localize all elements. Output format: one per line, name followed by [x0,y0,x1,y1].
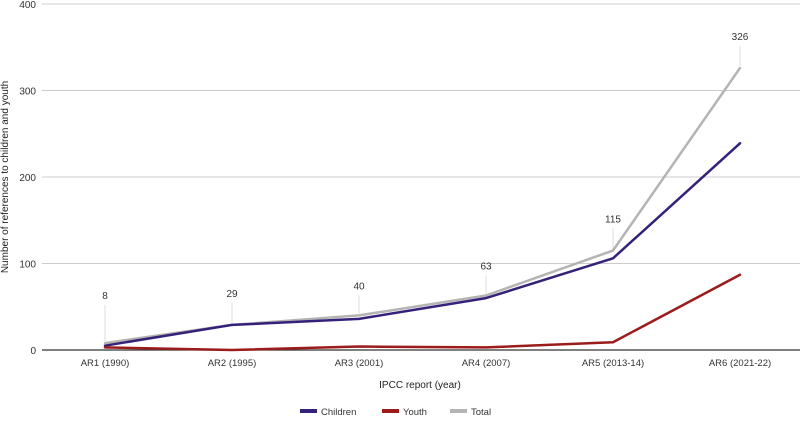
x-axis-ticks: AR1 (1990) AR2 (1995) AR3 (2001) AR4 (2007)… [81,358,771,369]
label-leader-lines [104,46,741,342]
y-axis-ticks: 0 100 200 300 400 [19,0,36,357]
series-line-children [103,142,742,347]
x-tick-label: AR5 (2013-14) [582,358,644,369]
x-axis-label: IPCC report (year) [379,380,461,391]
x-tick-label: AR1 (1990) [81,358,130,369]
legend-item-youth: Youth [382,407,427,418]
legend: Children Youth Total [300,407,491,418]
legend-item-children: Children [300,407,356,418]
y-tick-label: 100 [19,260,36,271]
x-tick-label: AR6 (2021-22) [709,358,771,369]
data-label: 63 [480,262,492,273]
data-label: 29 [226,289,238,300]
x-tick-label: AR4 (2007) [462,358,511,369]
series-lines [103,66,742,352]
data-label: 326 [732,32,749,43]
legend-item-total: Total [450,407,491,418]
legend-swatch [382,409,399,413]
data-label: 115 [605,215,621,226]
y-axis-label: Number of references to children and you… [0,81,11,273]
series-line-total [103,66,742,345]
legend-swatch [450,409,467,413]
y-tick-label: 200 [19,173,36,184]
data-label: 40 [353,281,365,292]
data-labels: 8 29 40 63 115 326 [102,32,749,302]
gridlines [42,3,800,351]
data-label: 8 [102,291,108,302]
x-tick-label: AR3 (2001) [335,358,384,369]
x-tick-label: AR2 (1995) [208,358,257,369]
y-tick-label: 300 [19,87,36,98]
legend-swatch [300,409,317,413]
legend-label: Youth [403,407,427,418]
legend-label: Total [471,407,491,418]
y-tick-label: 400 [19,0,36,11]
legend-label: Children [321,407,356,418]
y-tick-label: 0 [30,346,36,357]
series-line-youth [103,273,742,352]
